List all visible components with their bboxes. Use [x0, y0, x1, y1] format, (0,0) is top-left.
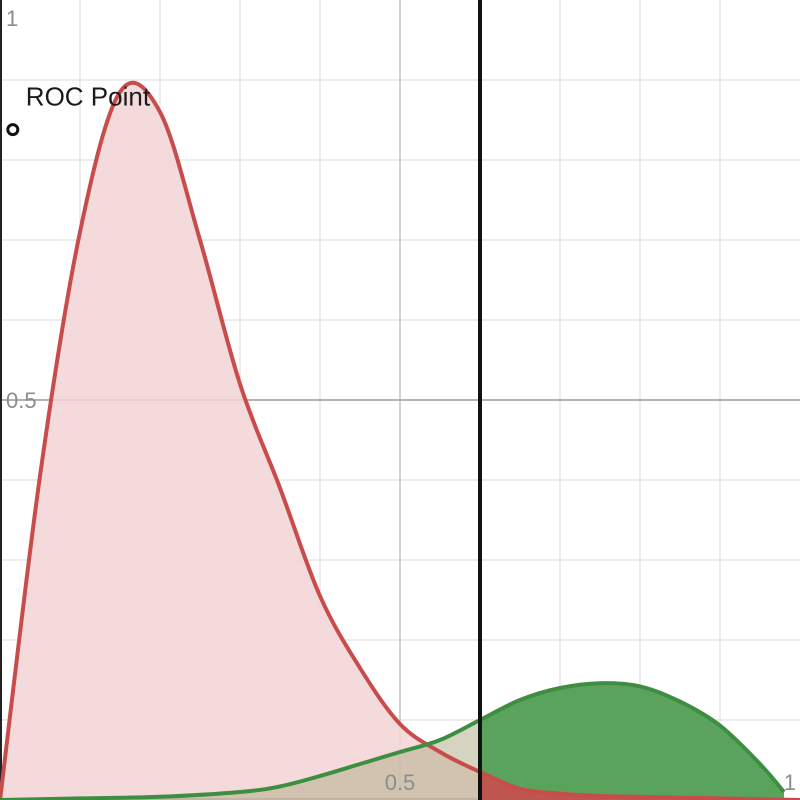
series-2-area — [480, 683, 784, 800]
series-1-area — [0, 82, 480, 800]
series-2-line — [0, 681, 786, 800]
y-tick-label: 0.5 — [6, 388, 37, 413]
x-tick-label: 0.5 — [385, 770, 416, 795]
series — [0, 80, 800, 800]
series-2-area-below-threshold — [0, 720, 480, 800]
roc-point-label: ROC Point — [26, 82, 151, 112]
series-1-line — [0, 80, 800, 800]
y-tick-label: 1 — [6, 6, 18, 31]
series-1-area-overlap — [480, 772, 800, 800]
tick-labels: 0.5 1 0.5 1 — [6, 6, 796, 795]
roc-point-marker[interactable] — [6, 123, 20, 137]
roc-point-group[interactable]: ROC Point — [6, 82, 151, 137]
x-tick-label: 1 — [784, 770, 796, 795]
